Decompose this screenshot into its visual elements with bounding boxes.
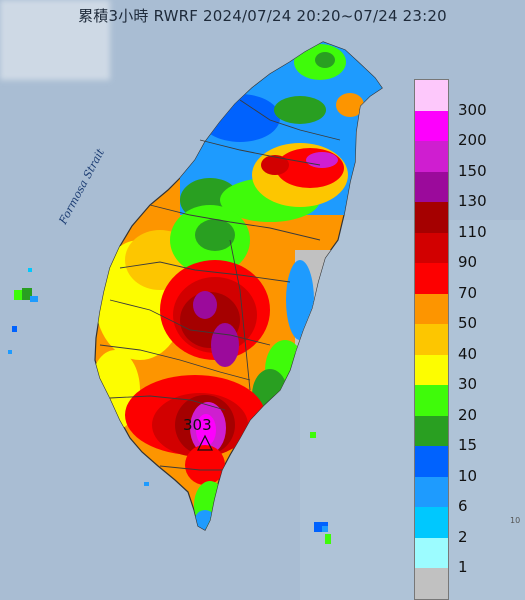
triangle-icon <box>197 434 213 451</box>
legend-label: 6 <box>458 497 468 515</box>
legend-label: 150 <box>458 161 487 180</box>
legend-swatch <box>415 263 448 294</box>
legend-swatch <box>415 354 448 385</box>
legend-swatch <box>415 293 448 324</box>
legend-label: 130 <box>458 192 487 210</box>
legend-swatch <box>415 202 448 233</box>
legend-label: 110 <box>458 222 487 241</box>
offshore-cells <box>8 268 331 544</box>
map-title: 累積3小時 RWRF 2024/07/24 20:20~07/24 23:20 <box>78 7 447 25</box>
legend-swatch <box>415 141 448 172</box>
legend-label: 2 <box>458 527 468 546</box>
legend-swatch <box>415 232 448 263</box>
legend-swatch <box>415 568 448 599</box>
legend-colorbar <box>414 79 449 600</box>
legend-swatch <box>415 110 448 141</box>
legend-label: 30 <box>458 375 478 393</box>
legend-label: 15 <box>458 436 478 454</box>
legend-swatch <box>415 324 448 355</box>
legend-label: 200 <box>458 131 487 149</box>
legend-swatch <box>415 476 448 507</box>
corner-label: 10 <box>510 516 521 525</box>
legend-label: 20 <box>458 405 478 424</box>
legend-label: 70 <box>458 283 478 302</box>
legend-label: 1 <box>458 558 468 576</box>
peak-rainfall-label: 303 <box>183 416 212 434</box>
legend-swatch <box>415 446 448 477</box>
cloud-patch <box>0 0 110 80</box>
sea-shade <box>300 220 525 600</box>
legend-swatch <box>415 171 448 202</box>
legend-swatch <box>415 80 448 111</box>
county-boundaries <box>99 99 341 471</box>
legend-label: 40 <box>458 344 478 363</box>
legend-label: 90 <box>458 253 478 271</box>
legend-swatch <box>415 537 448 568</box>
legend-swatch <box>415 415 448 446</box>
legend-label: 300 <box>458 100 487 119</box>
legend-label: 10 <box>458 466 478 485</box>
legend-swatch <box>415 385 448 416</box>
legend-swatch <box>415 507 448 538</box>
legend-label: 50 <box>458 314 478 332</box>
